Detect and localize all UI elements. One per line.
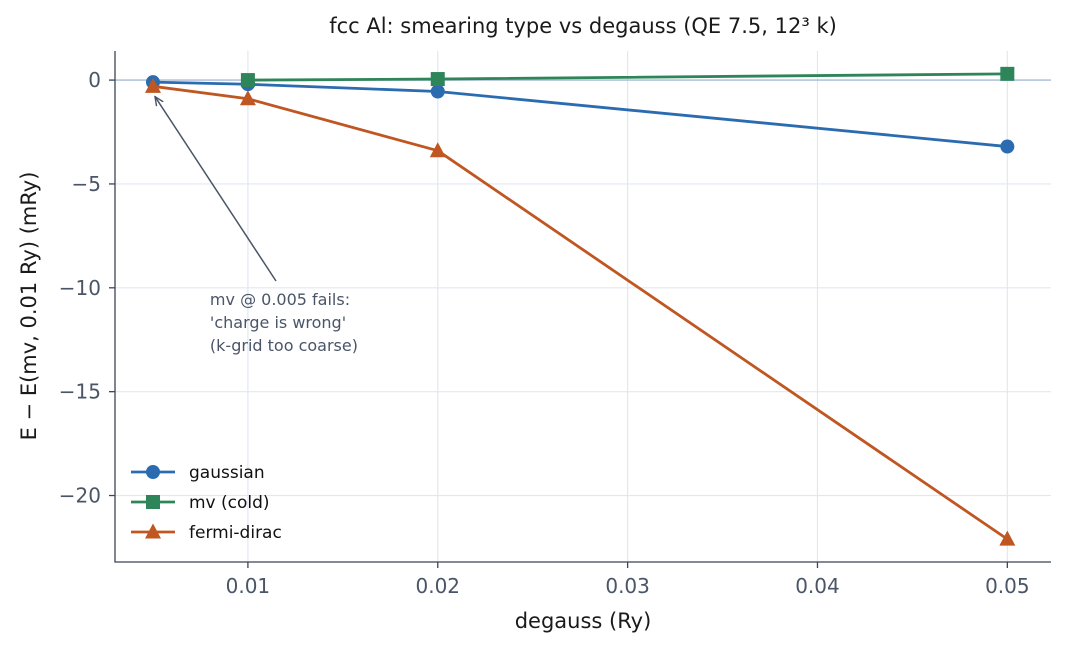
annotation: mv @ 0.005 fails: 'charge is wrong' (k-gri… <box>155 97 358 355</box>
axes-spines <box>114 51 1051 563</box>
annotation-text: 'charge is wrong' <box>210 313 346 332</box>
annotation-text: (k-grid too coarse) <box>210 336 358 355</box>
annotation-text: mv @ 0.005 fails: <box>210 290 350 309</box>
series-mv-cold <box>240 66 1015 88</box>
data-point <box>240 73 255 88</box>
y-tick-label: −15 <box>59 380 101 404</box>
x-axis-label: degauss (Ry) <box>515 609 652 633</box>
y-tick-label: 0 <box>88 68 101 92</box>
legend: gaussian mv (cold) fermi-dirac <box>131 463 282 543</box>
y-tick-label: −10 <box>59 276 101 300</box>
x-tick-label: 0.03 <box>605 574 650 598</box>
data-point <box>144 77 161 93</box>
annotation-arrow <box>155 97 277 282</box>
axes: 0.01 0.02 0.03 0.04 0.05 0 −5 −10 −15 −20 <box>59 51 1051 598</box>
series-fermi-dirac <box>144 77 1016 546</box>
legend-label: mv (cold) <box>189 493 270 513</box>
series-gaussian <box>145 75 1015 154</box>
x-tick-label: 0.02 <box>415 574 460 598</box>
data-point <box>1000 66 1015 81</box>
legend-label: fermi-dirac <box>189 523 282 543</box>
data-point <box>239 90 256 106</box>
x-tick-label: 0.05 <box>985 574 1030 598</box>
legend-marker <box>145 523 161 539</box>
x-tick-label: 0.04 <box>795 574 840 598</box>
legend-item: gaussian <box>131 463 265 483</box>
data-point <box>430 84 445 99</box>
data-point <box>1000 139 1015 154</box>
legend-marker <box>146 495 160 509</box>
y-tick-label: −20 <box>59 484 101 508</box>
chart-title: fcc Al: smearing type vs degauss (QE 7.5… <box>329 14 837 38</box>
legend-marker <box>146 465 160 479</box>
y-tick-label: −5 <box>72 172 101 196</box>
data-point <box>430 72 445 87</box>
data-point <box>429 142 446 158</box>
plot-area <box>144 66 1016 546</box>
x-tick-label: 0.01 <box>226 574 271 598</box>
series-line <box>152 84 1009 541</box>
y-axis-label: E − E(mv, 0.01 Ry) (mRy) <box>17 172 41 441</box>
series-line <box>152 80 1008 148</box>
legend-item: mv (cold) <box>131 493 270 513</box>
data-point <box>999 530 1016 546</box>
legend-label: gaussian <box>189 463 265 483</box>
legend-item: fermi-dirac <box>131 523 282 543</box>
